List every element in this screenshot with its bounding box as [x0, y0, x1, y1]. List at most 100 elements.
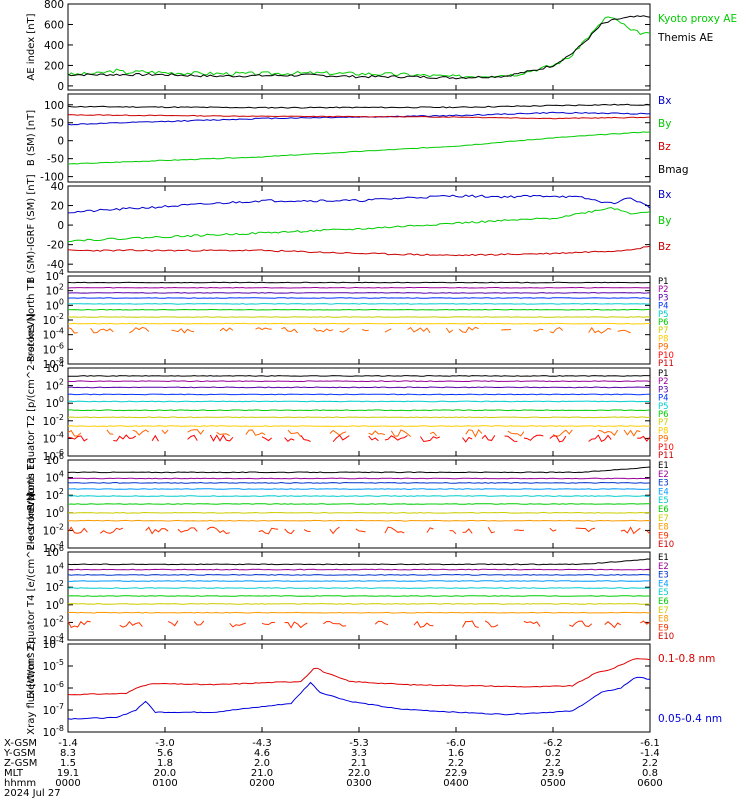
- axis-column-value: 0100: [152, 778, 177, 789]
- panel-1: 800 600 400 200 0 AE index [nT] Kyoto proxy AE…: [26, 0, 737, 93]
- axis-column-value: 21.0: [251, 768, 273, 779]
- axis-column-value: -3.0: [155, 738, 175, 749]
- y-tick-exponent: -4: [56, 636, 64, 645]
- y-tick-label: 104: [46, 360, 64, 375]
- y-tick-label: -40: [47, 259, 64, 271]
- axis-column-value: 2.1: [351, 758, 367, 769]
- series-line-bx: [67, 111, 651, 126]
- series-line-p2: [67, 286, 651, 289]
- panel-frame: [67, 185, 651, 273]
- legend-entry: By: [658, 215, 671, 227]
- series-line-p9: [67, 326, 631, 334]
- panel-frame: [67, 275, 651, 365]
- series-line-0-05-0-4-nm: [67, 676, 651, 720]
- axis-column-value: 3.3: [351, 748, 367, 759]
- legend-entry: Bmag: [658, 164, 689, 176]
- y-tick-label: -50: [47, 154, 64, 166]
- legend-entry: E5: [658, 496, 669, 506]
- series-line-bx: [67, 194, 651, 214]
- y-axis-label: B (SM)-IGRF (SM) [nT]: [26, 174, 37, 283]
- series-line-e8: [67, 611, 651, 614]
- series-line-e9: [67, 620, 651, 629]
- y-tick-label: 10-7: [43, 702, 64, 717]
- series-line-by: [67, 131, 651, 165]
- y-tick-label: -100: [40, 172, 64, 184]
- series-line-p2: [67, 380, 651, 383]
- series-line-e8: [67, 519, 651, 522]
- legend-entry: P7: [658, 418, 669, 428]
- legend-entry: E9: [658, 623, 669, 633]
- y-tick-exponent: -2: [56, 413, 64, 422]
- series-line-p4: [67, 297, 651, 299]
- legend-entry: P10: [658, 443, 674, 453]
- axis-column-value: -1.4: [640, 748, 660, 759]
- y-tick-label: 100: [44, 100, 64, 112]
- y-tick-label: 10-4: [43, 327, 64, 342]
- legend-entry: P9: [658, 343, 669, 353]
- y-tick-label: 10-2: [43, 522, 64, 537]
- y-tick-exponent: 0: [59, 395, 64, 404]
- series-line-e6: [67, 503, 651, 505]
- series-line-e7: [67, 603, 651, 605]
- y-tick-exponent: 2: [59, 378, 64, 387]
- series-line-e4: [68, 580, 651, 582]
- y-tick-exponent: -4: [56, 327, 64, 336]
- axis-column-value: 0200: [249, 778, 274, 789]
- axis-row-label: X-GSM: [4, 738, 37, 749]
- series-line-e2: [67, 568, 651, 571]
- series-line-e5: [67, 495, 651, 497]
- y-axis-label: AE index [nT]: [26, 13, 37, 80]
- series-line-p6: [67, 308, 650, 311]
- legend-entry: P3: [658, 385, 669, 395]
- series-line-p5: [67, 400, 651, 403]
- y-tick-label: 10-2: [43, 413, 64, 428]
- legend-entry: P7: [658, 326, 669, 336]
- axis-column-value: 0000: [55, 778, 80, 789]
- axis-column-value: 0400: [443, 778, 468, 789]
- legend-entry: P9: [658, 435, 669, 445]
- series-line-bmag: [67, 103, 651, 109]
- series-line-p5: [67, 303, 651, 305]
- axis-column-value: 2.0: [254, 758, 270, 769]
- legend-entry: E10: [658, 540, 674, 550]
- y-tick-exponent: 0: [59, 597, 64, 606]
- y-tick-label: 104: [46, 470, 64, 485]
- axis-column-value: -6.0: [446, 738, 466, 749]
- y-tick-label: 800: [44, 0, 64, 11]
- series-line-e1: [67, 558, 651, 566]
- legend-entry: Bz: [658, 141, 671, 153]
- y-tick-label: 100: [46, 597, 64, 612]
- legend-entry: E6: [658, 597, 669, 607]
- y-axis-label: Protons North T1: [26, 278, 37, 362]
- series-line-p9: [67, 429, 641, 438]
- axis-column-value: 4.6: [254, 748, 270, 759]
- y-tick-label: 200: [44, 60, 64, 72]
- y-axis-label: Xray flux [W/m^2]: [26, 641, 37, 735]
- y-tick-exponent: 4: [59, 360, 64, 369]
- y-tick-exponent: -8: [56, 724, 64, 733]
- y-tick-exponent: -8: [56, 356, 64, 365]
- axis-column-value: 0600: [637, 778, 662, 789]
- legend-entry: Bx: [658, 189, 671, 201]
- axis-column-value: 1.8: [157, 758, 173, 769]
- axis-row-label: MLT: [4, 768, 24, 779]
- y-axis-label: B (SM) [nT]: [26, 110, 37, 166]
- legend-entry: P4: [658, 394, 669, 404]
- axis-column-value: 0.8: [642, 768, 658, 779]
- y-tick-label: 102: [46, 579, 64, 594]
- y-tick-exponent: -7: [56, 702, 64, 711]
- axis-column-value: 22.0: [348, 768, 370, 779]
- axis-column-value: 1.5: [60, 758, 76, 769]
- legend-entry: E7: [658, 514, 669, 524]
- axis-column-value: -1.4: [58, 738, 78, 749]
- series-line-p1: [67, 375, 651, 377]
- axis-column-value: 1.6: [448, 748, 464, 759]
- axis-column-value: 8.3: [60, 748, 76, 759]
- legend-entry: E3: [658, 479, 669, 489]
- y-tick-label: 102: [46, 487, 64, 502]
- legend-entry: E1: [658, 553, 669, 563]
- axis-column-value: 19.1: [57, 768, 79, 779]
- series-line-p7: [67, 416, 650, 419]
